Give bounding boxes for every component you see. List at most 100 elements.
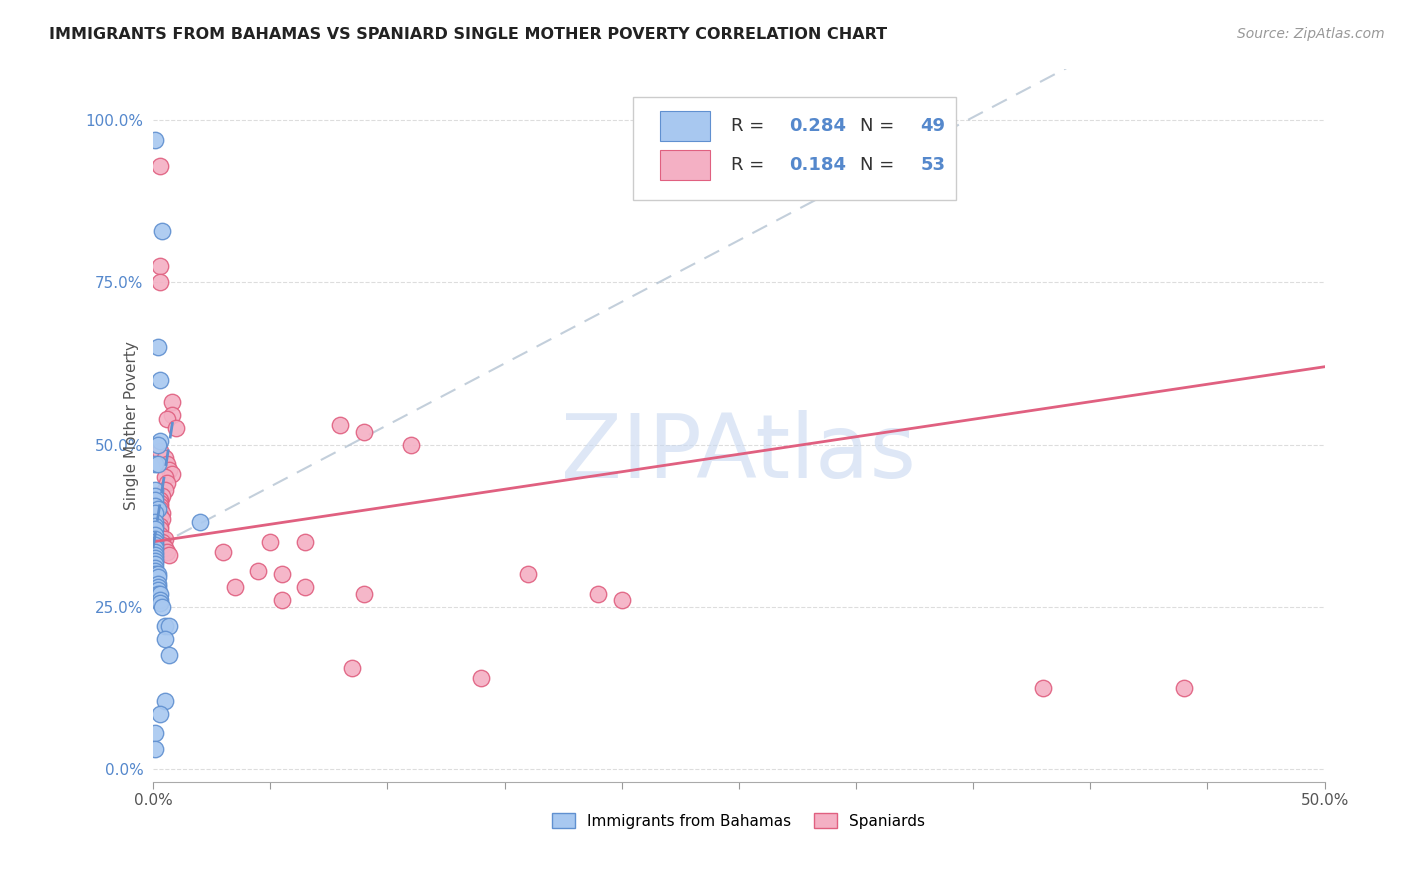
Point: [145, 483, 167, 497]
Point: [270, 567, 292, 582]
Point: [149, 434, 172, 449]
Point: [145, 544, 167, 558]
Point: [160, 395, 183, 409]
Point: [657, 165, 679, 179]
Point: [152, 538, 174, 552]
Point: [149, 159, 172, 173]
Point: [153, 470, 176, 484]
Point: [160, 409, 183, 423]
Point: [153, 450, 176, 465]
Point: [152, 490, 174, 504]
Point: [146, 340, 169, 354]
Point: [294, 580, 316, 594]
Point: [145, 541, 167, 556]
Point: [149, 522, 172, 536]
Point: [145, 490, 167, 504]
Text: R =: R =: [731, 117, 769, 135]
Point: [166, 421, 188, 435]
Point: [1173, 681, 1195, 695]
Point: [145, 534, 167, 549]
Point: [212, 544, 235, 558]
Point: [152, 224, 174, 238]
Point: [159, 619, 181, 633]
Point: [247, 564, 270, 578]
Point: [145, 532, 167, 546]
Point: [159, 648, 181, 663]
Point: [270, 593, 292, 607]
Y-axis label: Single Mother Poverty: Single Mother Poverty: [124, 341, 139, 509]
Point: [146, 577, 169, 591]
Point: [152, 534, 174, 549]
Point: [152, 512, 174, 526]
FancyBboxPatch shape: [661, 150, 710, 180]
Point: [149, 276, 172, 290]
Point: [149, 499, 172, 513]
Text: Source: ZipAtlas.com: Source: ZipAtlas.com: [1237, 27, 1385, 41]
Point: [146, 502, 169, 516]
Point: [146, 457, 169, 471]
Point: [149, 596, 172, 610]
Point: [399, 437, 422, 451]
Point: [149, 259, 172, 273]
Point: [145, 554, 167, 568]
Text: 0.184: 0.184: [789, 156, 846, 174]
Point: [149, 444, 172, 458]
Point: [145, 564, 167, 578]
Point: [145, 499, 167, 513]
Point: [156, 457, 179, 471]
Text: N =: N =: [859, 117, 900, 135]
Point: [146, 437, 169, 451]
Point: [153, 541, 176, 556]
FancyBboxPatch shape: [661, 111, 710, 141]
Point: [146, 567, 169, 582]
Point: [153, 632, 176, 646]
Text: 53: 53: [921, 156, 945, 174]
Point: [145, 457, 167, 471]
Point: [259, 534, 281, 549]
Point: [145, 506, 167, 520]
Point: [153, 693, 176, 707]
Point: [145, 551, 167, 566]
Point: [146, 570, 169, 584]
Point: [149, 706, 172, 721]
Point: [145, 522, 167, 536]
Point: [156, 476, 179, 491]
Point: [149, 587, 172, 601]
Point: [149, 508, 172, 523]
Point: [586, 587, 609, 601]
Point: [149, 373, 172, 387]
FancyBboxPatch shape: [633, 97, 956, 201]
Point: [516, 567, 538, 582]
Point: [145, 726, 167, 740]
Point: [1032, 681, 1054, 695]
Point: [145, 516, 167, 530]
Point: [149, 502, 172, 516]
Point: [149, 593, 172, 607]
Text: 0.284: 0.284: [789, 117, 846, 135]
Point: [353, 425, 375, 439]
Point: [145, 560, 167, 574]
Point: [145, 528, 167, 542]
Point: [353, 587, 375, 601]
Point: [149, 496, 172, 510]
Point: [152, 599, 174, 614]
Point: [145, 492, 167, 507]
Point: [152, 532, 174, 546]
Point: [160, 467, 183, 481]
Text: N =: N =: [859, 156, 900, 174]
Point: [145, 548, 167, 562]
Point: [153, 532, 176, 546]
Point: [145, 133, 167, 147]
Point: [149, 528, 172, 542]
Point: [294, 534, 316, 549]
Text: 49: 49: [921, 117, 945, 135]
Point: [159, 463, 181, 477]
Point: [152, 506, 174, 520]
Point: [145, 567, 167, 582]
Text: IMMIGRANTS FROM BAHAMAS VS SPANIARD SINGLE MOTHER POVERTY CORRELATION CHART: IMMIGRANTS FROM BAHAMAS VS SPANIARD SING…: [49, 27, 887, 42]
Point: [146, 583, 169, 598]
Point: [145, 742, 167, 756]
Point: [145, 538, 167, 552]
Point: [153, 483, 176, 497]
Point: [146, 580, 169, 594]
